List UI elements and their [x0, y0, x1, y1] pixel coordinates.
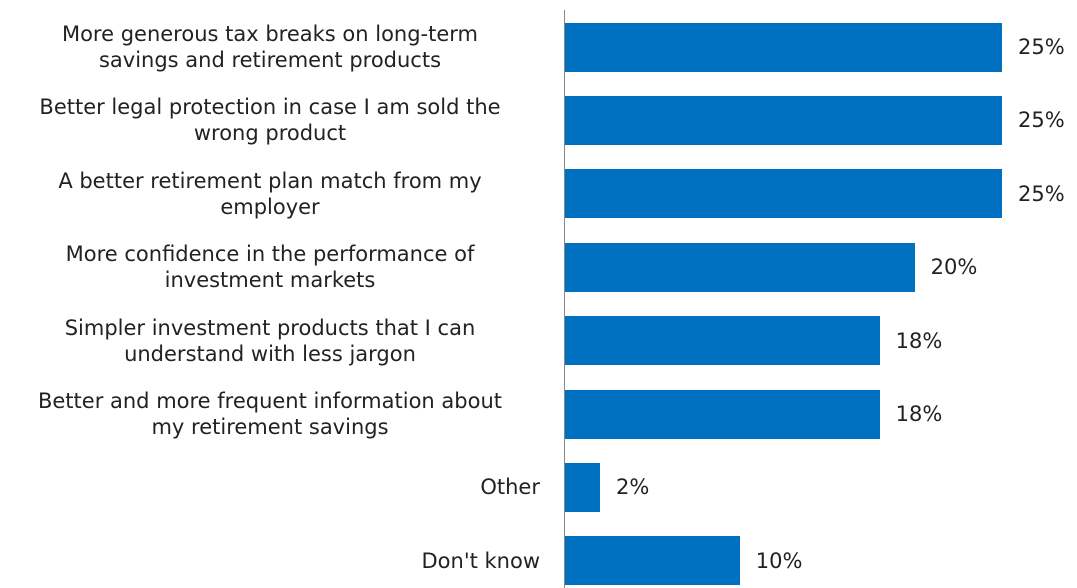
category-label-line: my retirement savings	[151, 415, 389, 439]
category-label-line: wrong product	[193, 121, 347, 146]
category-label-line: A better retirement plan match from my	[58, 168, 482, 193]
category-label: More generous tax breaks on long-term sav…	[0, 21, 540, 73]
category-label: Better and more frequent information abo…	[0, 388, 540, 440]
category-label-line: More confidence in the performance of	[65, 242, 475, 267]
category-label-line: investment markets	[164, 268, 376, 293]
value-label: 25%	[1018, 181, 1065, 206]
category-label: Simpler investment products that I can un…	[0, 315, 540, 367]
bar	[565, 169, 1002, 219]
value-label: 18%	[895, 328, 943, 353]
category-label-line: More generous tax breaks on long-term	[61, 22, 479, 46]
bar	[565, 95, 1002, 145]
bar	[565, 316, 880, 366]
bar	[565, 462, 600, 512]
value-label: 18%	[895, 402, 943, 426]
category-label-line: Better and more frequent information abo…	[37, 389, 502, 413]
category-label-line: Other	[480, 475, 540, 500]
bar	[565, 389, 880, 439]
value-label: 20%	[930, 255, 978, 280]
category-axis-line	[564, 10, 565, 588]
bar	[565, 22, 1002, 72]
category-label: More confidence in the performance of inv…	[0, 241, 540, 293]
category-label-line: Don't know	[421, 548, 540, 573]
value-label: 25%	[1018, 35, 1065, 59]
value-label: 10%	[755, 548, 803, 573]
category-label-line: Better legal protection in case I am sol…	[39, 95, 501, 120]
value-label: 2%	[615, 475, 650, 500]
category-label: Don't know	[0, 548, 540, 574]
category-label-line: Simpler investment products that I can	[64, 315, 476, 340]
category-label: A better retirement plan match from my em…	[0, 168, 540, 220]
value-label: 25%	[1018, 108, 1065, 133]
bar	[565, 242, 915, 292]
category-label: Better legal protection in case I am sol…	[0, 94, 540, 146]
category-label-line: understand with less jargon	[124, 341, 416, 366]
category-label: Other	[0, 474, 540, 500]
bar	[565, 536, 740, 586]
category-label-line: savings and retirement products	[98, 48, 442, 72]
category-label-line: employer	[220, 194, 320, 219]
